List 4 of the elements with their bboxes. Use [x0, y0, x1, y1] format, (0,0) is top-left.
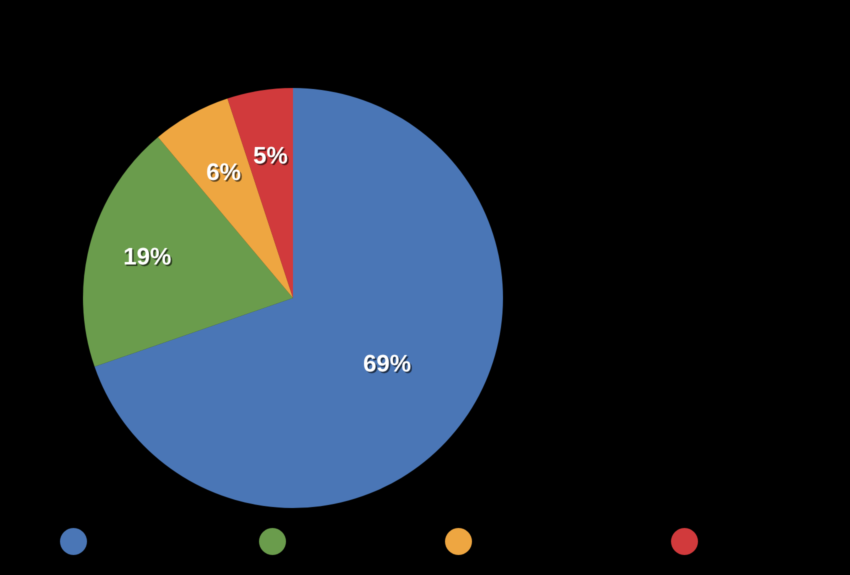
data-label: 69% — [364, 352, 413, 380]
data-label: 19% — [124, 244, 173, 272]
data-label: 6% — [208, 160, 242, 188]
data-label: 5% — [254, 144, 290, 172]
